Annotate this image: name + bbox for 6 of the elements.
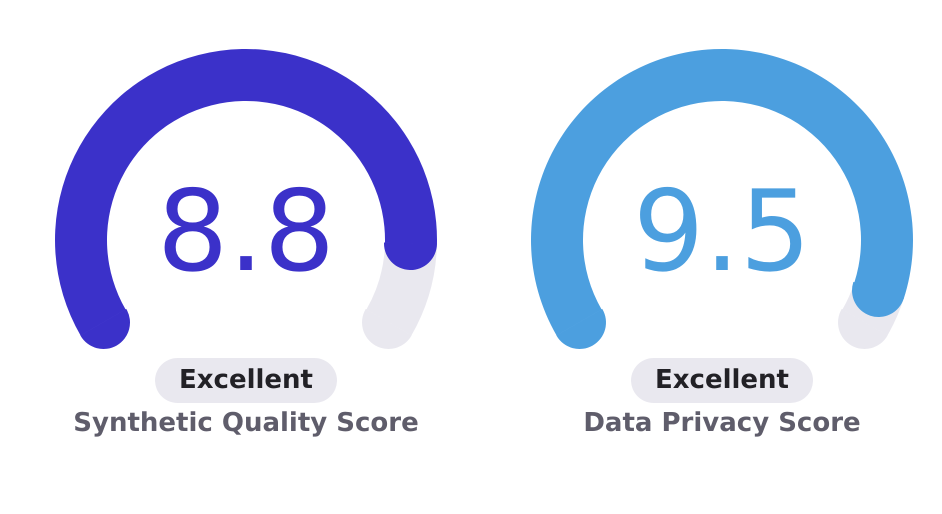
pill-badge: Excellent [155, 358, 337, 403]
data-label: 9.5 [632, 167, 812, 297]
text: Synthetic Quality Score [73, 408, 419, 438]
pill-badge: Excellent [631, 358, 813, 403]
text: Data Privacy Score [583, 408, 861, 438]
data-label: 8.8 [156, 167, 336, 297]
